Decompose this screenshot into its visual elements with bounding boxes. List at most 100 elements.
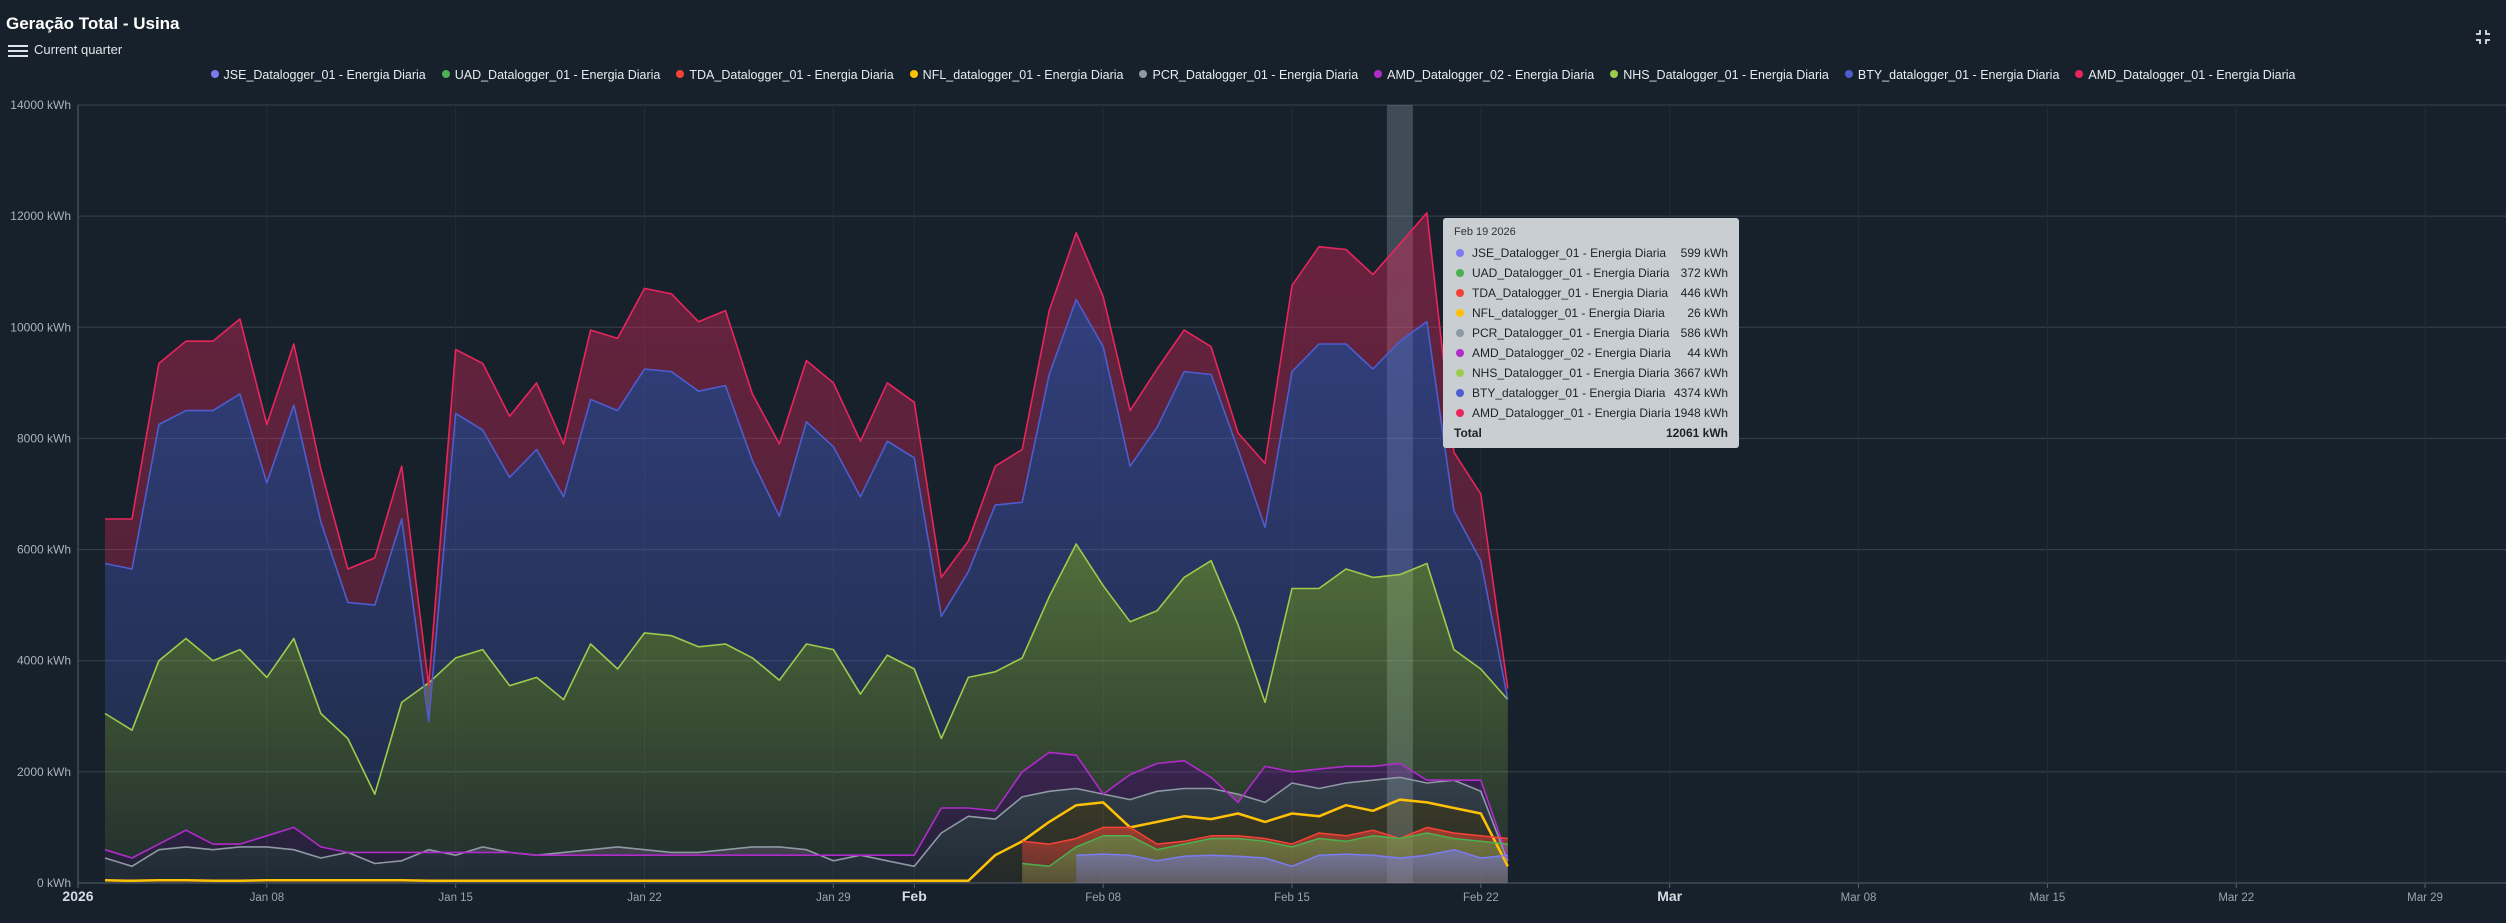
legend-label: NHS_Datalogger_01 - Energia Diaria [1623,68,1829,82]
y-tick-label: 10000 kWh [10,320,71,334]
tooltip-label: JSE_Datalogger_01 - Energia Diaria [1472,246,1667,260]
tooltip-dot-icon [1456,269,1464,277]
legend-item[interactable]: AMD_Datalogger_01 - Energia Diaria [2075,68,2295,82]
legend-dot-icon [1610,70,1619,78]
series-line[interactable] [104,543,1509,795]
legend-item[interactable]: NFL_datalogger_01 - Energia Diaria [909,68,1124,82]
tooltip-value: 586 kWh [1680,326,1728,340]
legend-label: AMD_Datalogger_01 - Energia Diaria [2088,68,2296,82]
x-tick-label: Feb 15 [1274,892,1310,904]
tooltip-value: 44 kWh [1687,346,1728,360]
x-tick-label: Jan 22 [627,892,662,904]
fullscreen-exit-icon[interactable] [2474,28,2492,46]
legend-dot-icon [676,70,685,78]
series-line[interactable] [1076,848,1508,868]
period-label[interactable]: Current quarter [34,42,123,57]
series-area [105,777,1508,881]
legend-label: TDA_Datalogger_01 - Energia Diaria [689,68,894,82]
tooltip-value: 26 kWh [1687,306,1728,320]
tooltip-row: NHS_Datalogger_01 - Energia Diaria 3667 k… [1454,363,1728,383]
tooltip-row: AMD_Datalogger_02 - Energia Diaria 44 kWh [1454,343,1728,363]
legend-item[interactable]: UAD_Datalogger_01 - Energia Diaria [441,68,661,82]
tooltip-dot-icon [1456,309,1464,317]
tooltip-dot-icon [1456,349,1464,357]
legend-item[interactable]: AMD_Datalogger_02 - Energia Diaria [1374,68,1594,82]
tooltip-label: PCR_Datalogger_01 - Energia Diaria [1472,326,1670,340]
x-tick-label: Mar 29 [2407,892,2443,904]
legend-dot-icon [1374,70,1383,78]
tooltip-total-value: 12061 kWh [1665,426,1728,440]
x-tick-label: Mar 15 [2029,892,2065,904]
tooltip-row: UAD_Datalogger_01 - Energia Diaria 372 kW… [1454,263,1728,283]
x-tick-label: Mar 22 [2218,892,2254,904]
legend-dot-icon [1139,70,1148,78]
hamburger-menu-icon[interactable] [8,42,28,58]
y-tick-label: 4000 kWh [17,654,71,668]
tooltip-value: 1948 kWh [1673,406,1728,420]
tooltip-value: 4374 kWh [1673,386,1728,400]
legend-label: BTY_datalogger_01 - Energia Diaria [1857,68,2060,82]
tooltip-row: NFL_datalogger_01 - Energia Diaria 26 kWh [1454,303,1728,323]
legend-label: AMD_Datalogger_02 - Energia Diaria [1387,68,1595,82]
tooltip-label: NFL_datalogger_01 - Energia Diaria [1472,306,1665,320]
legend-dot-icon [210,70,219,78]
legend-label: UAD_Datalogger_01 - Energia Diaria [454,68,661,82]
tooltip-row: BTY_datalogger_01 - Energia Diaria 4374 k… [1454,383,1728,403]
legend-dot-icon [2075,70,2084,78]
tooltip-value: 599 kWh [1680,246,1728,260]
series-area [105,544,1508,858]
y-tick-label: 8000 kWh [17,431,71,445]
tooltip-label: NHS_Datalogger_01 - Energia Diaria [1472,366,1670,380]
legend-label: JSE_Datalogger_01 - Energia Diaria [223,68,426,82]
tooltip-value: 372 kWh [1680,266,1728,280]
tooltip-dot-icon [1456,389,1464,397]
tooltip-date: Feb 19 2026 [1454,226,1516,238]
tooltip-total-row: Total 12061 kWh [1454,423,1728,443]
legend-item[interactable]: TDA_Datalogger_01 - Energia Diaria [676,68,894,82]
legend-item[interactable]: JSE_Datalogger_01 - Energia Diaria [210,68,426,82]
legend-item[interactable]: NHS_Datalogger_01 - Energia Diaria [1610,68,1829,82]
page-title: Geração Total - Usina [6,14,180,33]
series-line[interactable] [104,751,1509,859]
series-line[interactable] [104,776,1509,868]
y-tick-label: 12000 kWh [10,209,71,223]
legend-item[interactable]: BTY_datalogger_01 - Energia Diaria [1844,68,2060,82]
series-line[interactable] [1022,826,1508,845]
legend-dot-icon [441,70,450,78]
tooltip-value: 3667 kWh [1673,366,1728,380]
tooltip-row: JSE_Datalogger_01 - Energia Diaria 599 kW… [1454,243,1728,263]
x-tick-label: Feb [902,888,927,904]
chart-legend: JSE_Datalogger_01 - Energia Diaria UAD_Da… [0,68,2506,82]
y-tick-label: 2000 kWh [17,765,71,779]
x-tick-label: Feb 22 [1463,892,1499,904]
legend-item[interactable]: PCR_Datalogger_01 - Energia Diaria [1139,68,1358,82]
chart-axes: 0 kWh 2000 kWh 4000 kWh 6000 kWh 8000 kWh 100… [10,98,2443,904]
series-line[interactable] [104,298,1509,723]
y-tick-label: 0 kWh [37,876,71,890]
tooltip-value: 446 kWh [1680,286,1728,300]
tooltip-label: AMD_Datalogger_01 - Energia Diaria [1472,406,1671,420]
x-tick-label: Mar 08 [1841,892,1877,904]
chart-areas [105,212,1508,883]
x-tick-label: Feb 08 [1085,892,1121,904]
tooltip-dot-icon [1456,409,1464,417]
legend-label: PCR_Datalogger_01 - Energia Diaria [1152,68,1359,82]
chart-lines [104,212,1509,883]
x-tick-label: Jan 29 [816,892,851,904]
series-line[interactable] [104,798,1509,883]
y-tick-label: 14000 kWh [10,98,71,112]
legend-dot-icon [1844,70,1853,78]
tooltip-label: TDA_Datalogger_01 - Energia Diaria [1472,286,1669,300]
tooltip-row: TDA_Datalogger_01 - Energia Diaria 446 kW… [1454,283,1728,303]
series-line[interactable] [1022,832,1508,868]
tooltip-label: UAD_Datalogger_01 - Energia Diaria [1472,266,1670,280]
tooltip-dot-icon [1456,369,1464,377]
y-tick-label: 6000 kWh [17,543,71,557]
tooltip-dot-icon [1456,329,1464,337]
legend-label: NFL_datalogger_01 - Energia Diaria [922,68,1124,82]
series-line[interactable] [105,212,1509,689]
series-area [105,752,1508,867]
tooltip-row: AMD_Datalogger_01 - Energia Diaria 1948 k… [1454,403,1728,423]
x-tick-label: Jan 15 [438,892,473,904]
